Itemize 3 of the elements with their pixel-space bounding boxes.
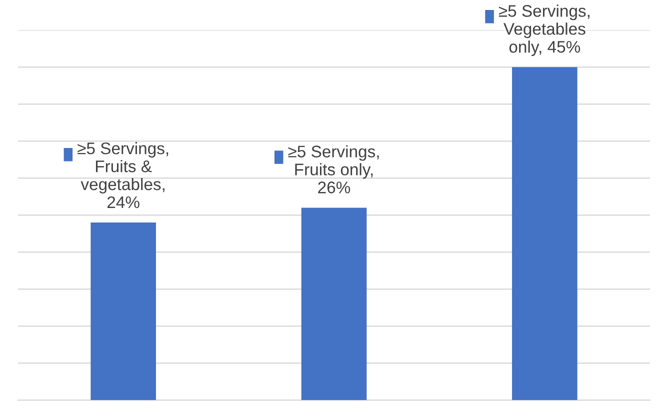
data-label: ≥5 Servings, Fruits only, 26% <box>288 145 379 194</box>
data-label: ≥5 Servings, Fruits & vegetables, 24% <box>78 142 168 208</box>
data-label: ≥5 Servings, Vegetables only, 45% <box>498 4 590 56</box>
